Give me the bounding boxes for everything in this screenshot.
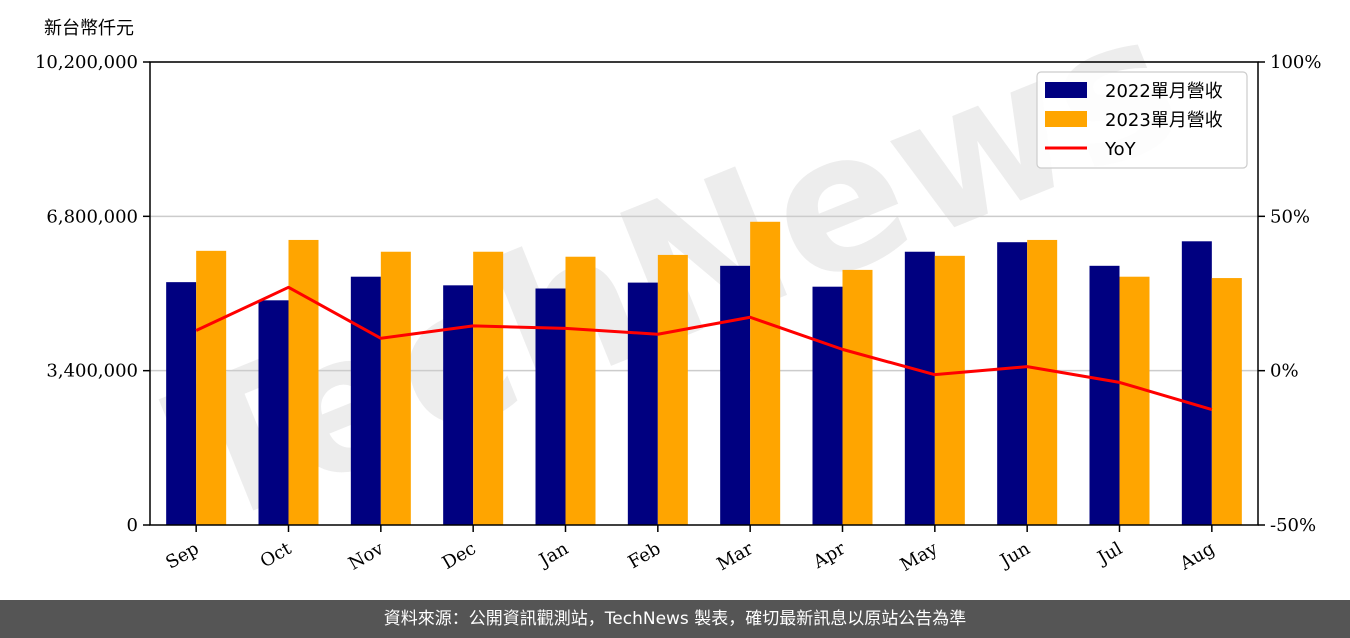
bar-a-feb xyxy=(627,282,658,525)
legend-box xyxy=(1036,71,1248,169)
plot-frame xyxy=(149,61,1259,526)
x-tick-label: Nov xyxy=(345,538,388,575)
legend-swatch xyxy=(1045,111,1087,127)
legend-label: 2022單月營收 xyxy=(1105,81,1223,102)
bar-b-sep xyxy=(196,250,227,526)
bar-b-jul xyxy=(1119,276,1150,525)
bar-b-feb xyxy=(657,254,688,525)
x-tick-label: Dec xyxy=(439,538,480,574)
y-left-tick-label: 6,800,000 xyxy=(46,206,138,227)
bar-a-jun xyxy=(997,242,1028,526)
bar-line-chart: TechNews 03,400,0006,800,00010,200,000-5… xyxy=(35,0,1322,576)
bar-a-aug xyxy=(1181,241,1212,526)
y-left-tick-label: 0 xyxy=(127,515,138,536)
source-footer: 資料來源：公開資訊觀測站，TechNews 製表，確切最新訊息以原站公告為準 xyxy=(0,600,1350,638)
y-axis-unit-label: 新台幣仟元 xyxy=(44,18,134,39)
x-tick-label: Jun xyxy=(995,538,1034,573)
x-tick-label: Jan xyxy=(534,538,572,572)
x-tick-label: May xyxy=(897,538,942,576)
bar-b-may xyxy=(934,255,965,525)
bar-b-jan xyxy=(565,256,596,525)
y-right-tick-label: 0% xyxy=(1270,361,1299,382)
y-right-tick-label: 50% xyxy=(1270,206,1310,227)
x-tick-label: Feb xyxy=(625,538,665,573)
y-right-tick-label: 100% xyxy=(1270,52,1321,73)
bar-b-apr xyxy=(842,269,873,525)
y-left-tick-label: 10,200,000 xyxy=(35,52,138,73)
x-tick-label: Mar xyxy=(713,538,757,575)
bar-a-oct xyxy=(258,300,289,525)
legend-label: YoY xyxy=(1104,139,1137,160)
bar-a-jul xyxy=(1089,265,1120,525)
bar-b-nov xyxy=(380,251,411,526)
x-tick-label: Aug xyxy=(1176,538,1219,575)
bar-a-jan xyxy=(535,288,566,525)
legend: 2022單月營收 2023單月營收 YoY xyxy=(1036,71,1248,169)
bars-group xyxy=(166,221,1242,526)
bar-b-dec xyxy=(473,251,504,526)
bar-b-aug xyxy=(1211,278,1242,525)
bar-a-mar xyxy=(720,265,751,525)
bar-b-jun xyxy=(1027,239,1058,525)
legend-swatch xyxy=(1045,82,1087,98)
y-right-tick-label: -50% xyxy=(1270,515,1316,536)
x-tick-label: Jul xyxy=(1092,538,1126,570)
bar-b-oct xyxy=(288,239,319,525)
bar-a-apr xyxy=(812,286,843,525)
bar-a-nov xyxy=(350,276,381,525)
yoy-line-group xyxy=(195,285,1213,411)
legend-label: 2023單月營收 xyxy=(1105,110,1223,131)
x-tick-label: Apr xyxy=(809,538,849,573)
y-left-tick-label: 3,400,000 xyxy=(46,361,138,382)
bar-a-dec xyxy=(443,285,474,525)
bar-a-sep xyxy=(166,282,197,525)
bar-b-mar xyxy=(750,221,781,525)
bar-a-may xyxy=(904,251,935,526)
yoy-line xyxy=(195,285,1213,411)
x-tick-label: Sep xyxy=(162,538,202,573)
